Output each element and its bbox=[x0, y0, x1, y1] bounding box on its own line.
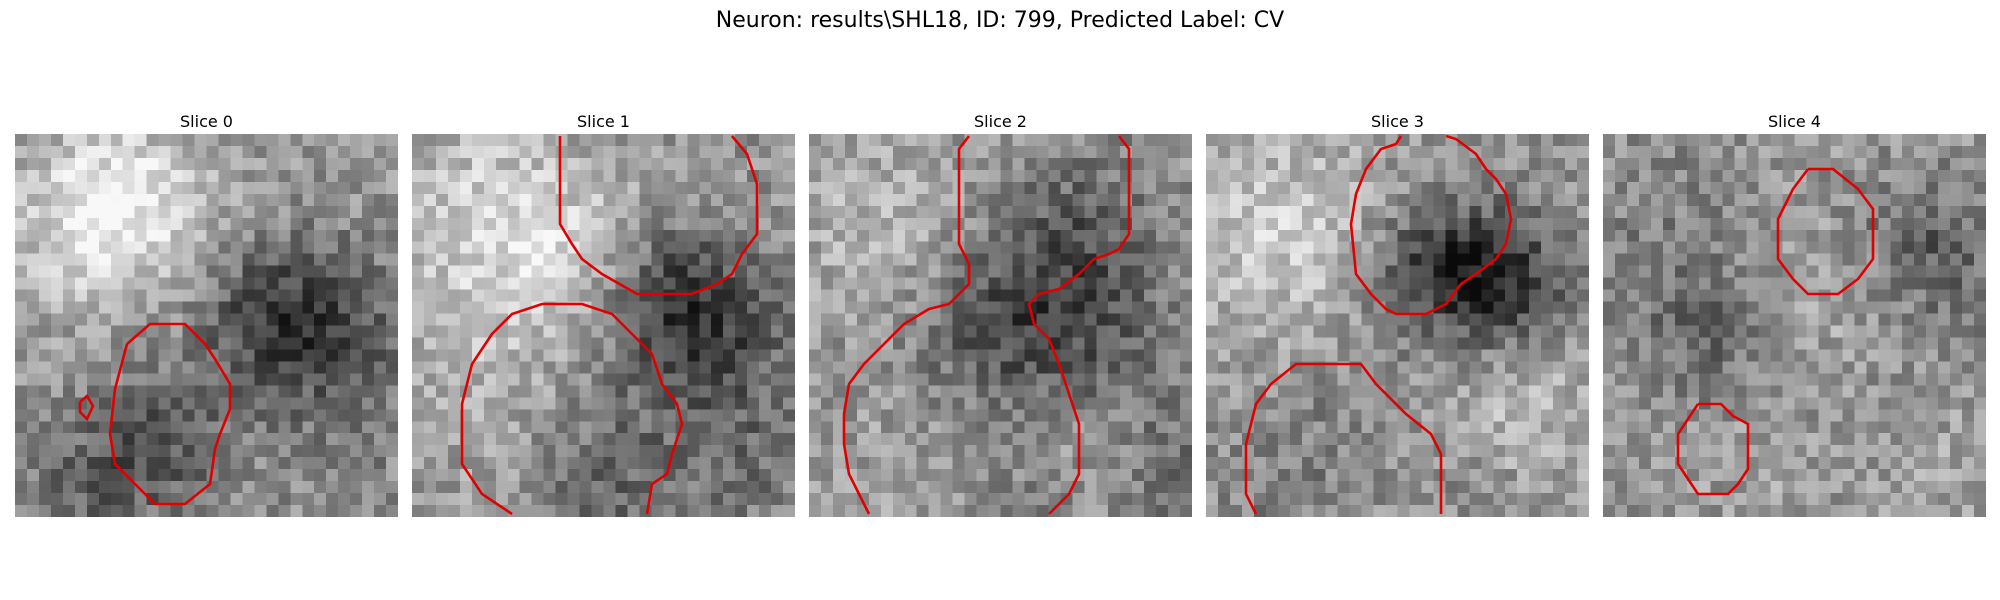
slice-panel-1: Slice 1 bbox=[412, 110, 795, 517]
slice-image-2 bbox=[809, 134, 1192, 517]
slice-title: Slice 2 bbox=[974, 112, 1027, 131]
figure-title: Neuron: results\SHL18, ID: 799, Predicte… bbox=[715, 8, 1285, 33]
slice-title: Slice 4 bbox=[1768, 112, 1821, 131]
slice-title: Slice 1 bbox=[577, 112, 630, 131]
slice-panel-2: Slice 2 bbox=[809, 110, 1192, 517]
slice-image-4 bbox=[1603, 134, 1986, 517]
slice-panel-4: Slice 4 bbox=[1603, 110, 1986, 517]
slice-image-0 bbox=[15, 134, 398, 517]
slice-title: Slice 3 bbox=[1371, 112, 1424, 131]
slice-title: Slice 0 bbox=[180, 112, 233, 131]
slice-panel-0: Slice 0 bbox=[15, 110, 398, 517]
slice-image-3 bbox=[1206, 134, 1589, 517]
slice-image-1 bbox=[412, 134, 795, 517]
slice-panel-3: Slice 3 bbox=[1206, 110, 1589, 517]
